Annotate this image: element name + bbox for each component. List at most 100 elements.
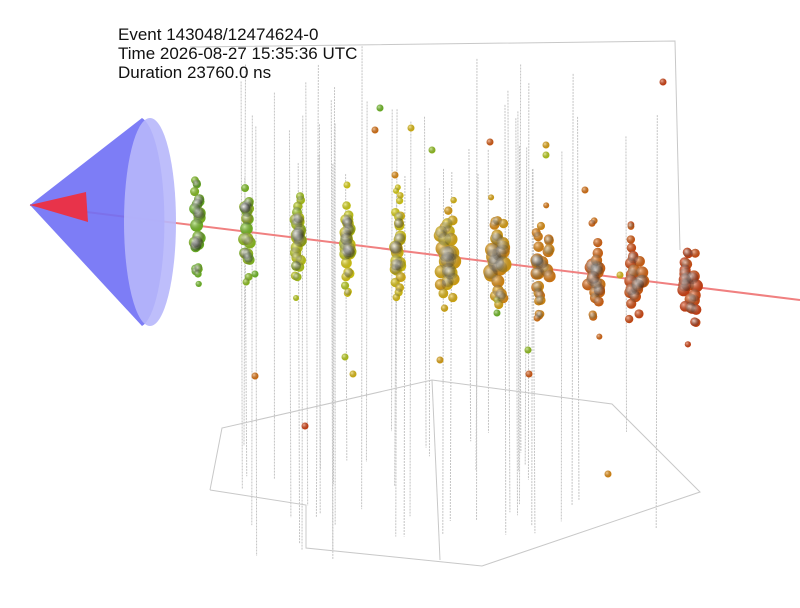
hit-shine: [341, 257, 352, 269]
hit-shine: [444, 206, 453, 215]
event-time: Time 2026-08-27 15:35:36 UTC: [118, 44, 357, 63]
hit-shine: [524, 346, 532, 354]
hit-shine: [531, 228, 541, 238]
hit-shine: [436, 356, 444, 364]
hit-shine: [371, 126, 379, 134]
hit-shine: [241, 232, 254, 245]
hit-shine: [188, 236, 200, 248]
string: [305, 82, 309, 506]
hit-shine: [588, 310, 597, 319]
hit-shine: [533, 241, 544, 252]
hit-shine: [339, 226, 352, 239]
hit-shine: [296, 192, 305, 201]
hit-shine: [488, 194, 495, 201]
hit-shine: [542, 141, 550, 149]
hit-shine: [293, 294, 300, 301]
hit-shine: [190, 187, 200, 197]
string: [560, 151, 563, 522]
hit-shine: [291, 261, 302, 272]
hit-shine: [390, 259, 402, 271]
string: [365, 101, 368, 462]
string: [507, 90, 511, 513]
hit-shine: [493, 216, 503, 226]
hit-shine: [341, 281, 350, 290]
string: [255, 126, 258, 557]
hit-shine: [189, 203, 201, 215]
hit-shine: [685, 302, 696, 314]
hit-shine: [590, 254, 603, 267]
string: [531, 169, 533, 527]
hit-shine: [486, 138, 494, 146]
hit-shine: [343, 218, 354, 229]
hit-shine: [542, 151, 550, 159]
hit-shine: [543, 202, 550, 209]
hit-shine: [544, 235, 554, 246]
hit-shine: [394, 212, 404, 222]
hit-shine: [536, 310, 545, 318]
hit-shine: [344, 287, 352, 296]
string: [332, 87, 336, 485]
hit-shine: [435, 225, 448, 238]
hit-shine: [242, 278, 250, 286]
hit-shine: [625, 314, 634, 324]
bottom-edge: [431, 379, 441, 561]
hit-shine: [491, 274, 505, 288]
hit-shine: [525, 370, 533, 378]
string: [475, 173, 479, 470]
cone-base: [124, 118, 176, 326]
hit-shine: [495, 256, 512, 273]
hit-shine: [536, 221, 545, 230]
hit-shine: [627, 252, 639, 264]
hit-shine: [428, 146, 436, 154]
string: [655, 115, 658, 528]
hit-shine: [593, 237, 603, 248]
hit-shine: [251, 270, 259, 278]
hit-shine: [543, 244, 555, 255]
cone-tip: [30, 192, 88, 222]
hit-shine: [496, 237, 510, 250]
string: [315, 64, 319, 517]
hit-shine: [343, 181, 351, 189]
hit-shine: [407, 124, 415, 132]
direction-cone: [30, 118, 176, 326]
hit-shine: [581, 186, 589, 194]
hit-shine: [349, 370, 357, 378]
event-duration: Duration 23760.0 ns: [118, 63, 271, 82]
hit-shine: [604, 470, 612, 478]
hit-shine: [389, 242, 403, 255]
hit-shine: [485, 242, 499, 257]
hit-shine: [293, 212, 305, 224]
hit-shine: [342, 201, 351, 210]
hit-shine: [393, 187, 400, 194]
hit-shine: [397, 192, 404, 199]
string: [240, 81, 243, 489]
hit-shine: [251, 372, 259, 380]
hit-shine: [291, 252, 303, 263]
hit-shine: [678, 273, 691, 286]
hit-shine: [634, 309, 644, 319]
string: [403, 176, 406, 537]
hit-shine: [440, 304, 449, 312]
hit-shine: [493, 309, 501, 317]
hit-shine: [438, 288, 449, 299]
hit-shine: [241, 184, 250, 193]
hit-shine: [194, 270, 202, 278]
hit-shine: [195, 280, 202, 288]
hit-shine: [493, 296, 501, 304]
hits: [188, 78, 703, 478]
string: [301, 115, 304, 551]
string: [504, 104, 507, 535]
string: [524, 147, 528, 466]
hit-shine: [533, 280, 545, 292]
hit-shine: [543, 270, 556, 283]
hit-shine: [190, 218, 204, 232]
string: [517, 111, 520, 472]
hit-shine: [532, 267, 545, 280]
detector-outline: [189, 40, 701, 567]
hit-shine: [301, 422, 309, 430]
hit-shine: [240, 202, 251, 214]
bottom-outline: [209, 379, 701, 567]
hit-shine: [682, 247, 692, 257]
hit-shine: [593, 296, 604, 307]
